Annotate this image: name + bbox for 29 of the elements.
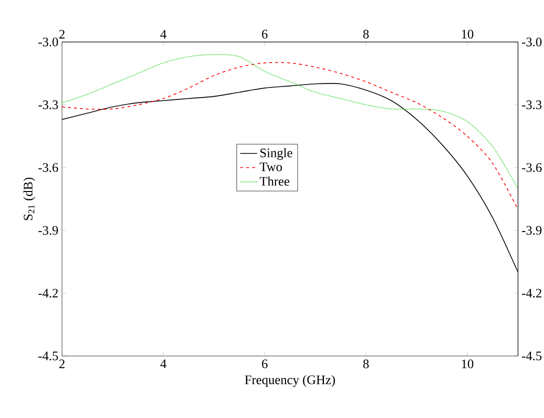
- x2-tick-label: 6: [262, 30, 268, 38]
- y-tick-label: -3.6: [38, 163, 58, 172]
- x-tick-label: 4: [160, 360, 166, 368]
- y-tick-label: -3.0: [38, 38, 58, 46]
- legend-label: Two: [260, 162, 282, 172]
- x2-tick-label: 4: [160, 30, 166, 38]
- y-tick-label: -3.3: [38, 100, 58, 110]
- x-tick-label: 10: [462, 360, 474, 368]
- x2-tick-label: 10: [462, 30, 474, 38]
- y2-tick-label: -3.6: [522, 163, 542, 172]
- x-axis-title: Frequency (GHz): [244, 375, 335, 387]
- line-series: [62, 54, 518, 189]
- y2-tick-label: -4.2: [522, 288, 542, 298]
- y-axis-title: S$_{21}$ (dB): [23, 178, 36, 220]
- y-tick-label: -3.9: [38, 226, 58, 235]
- x2-tick-label: 8: [363, 30, 369, 38]
- y2-tick-label: -3.3: [522, 100, 542, 110]
- legend-label: Three: [260, 176, 290, 186]
- y2-tick-label: -3.9: [522, 226, 542, 235]
- legend-label: Single: [260, 148, 292, 160]
- x-tick-label: 6: [262, 360, 268, 368]
- x-tick-label: 8: [363, 360, 369, 368]
- line-series: [62, 62, 518, 210]
- x2-tick-label: 2: [59, 30, 65, 38]
- y-tick-label: -4.2: [38, 288, 58, 298]
- y2-tick-label: -4.5: [522, 352, 542, 360]
- y-tick-label: -4.5: [38, 352, 58, 360]
- x-tick-label: 2: [59, 360, 65, 368]
- y2-tick-label: -3.0: [522, 38, 542, 46]
